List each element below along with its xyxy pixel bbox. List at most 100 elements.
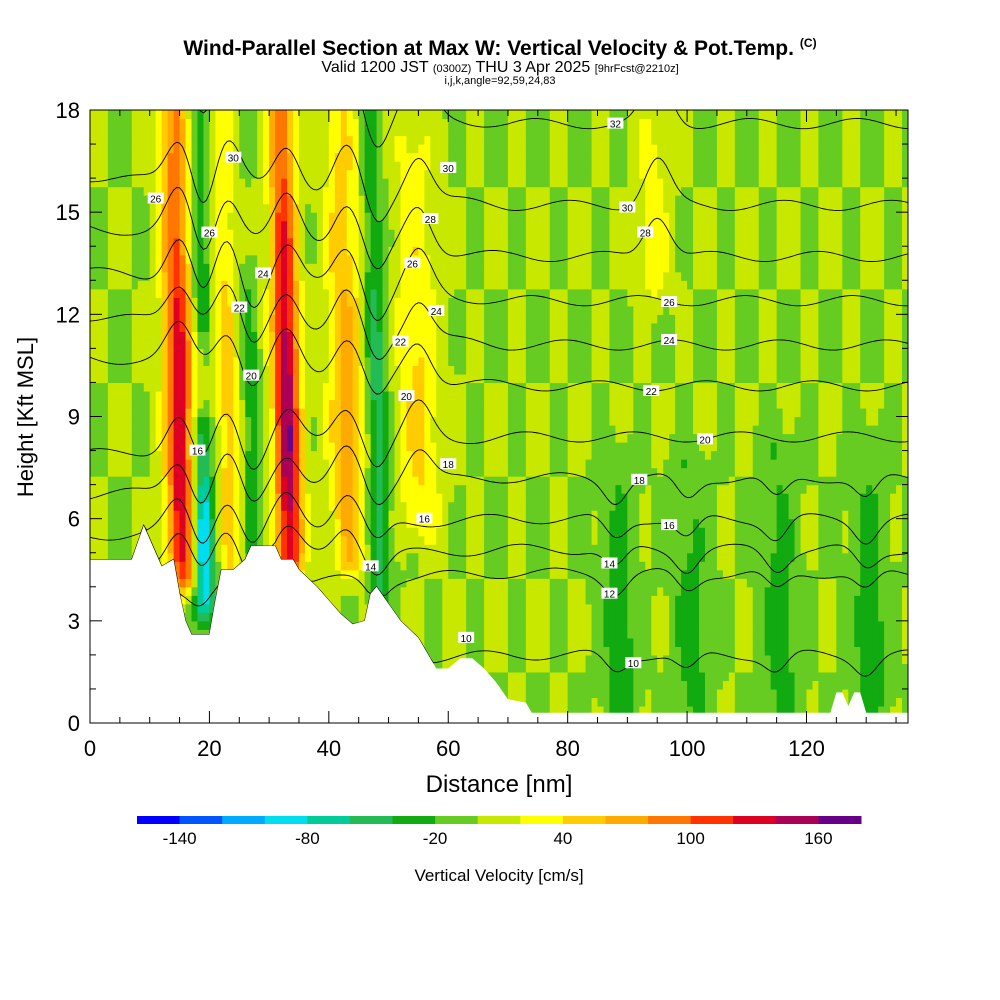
velocity-cell <box>406 416 414 426</box>
velocity-cell <box>352 603 360 613</box>
velocity-cell <box>382 527 390 537</box>
velocity-cell <box>239 544 246 554</box>
velocity-cell <box>113 186 121 196</box>
velocity-cell <box>191 510 199 520</box>
velocity-cell <box>382 442 390 452</box>
velocity-cell <box>287 263 294 273</box>
velocity-cell <box>484 288 491 298</box>
velocity-cell <box>113 459 121 469</box>
velocity-cell <box>245 144 252 154</box>
velocity-cell <box>412 178 419 188</box>
velocity-cell <box>155 297 163 307</box>
velocity-cell <box>197 263 205 273</box>
velocity-cell <box>251 450 258 460</box>
velocity-cell <box>298 382 306 392</box>
velocity-cell <box>358 484 366 494</box>
velocity-cell <box>95 322 103 332</box>
velocity-cell <box>221 135 228 145</box>
velocity-cell <box>179 425 187 435</box>
velocity-cell <box>322 552 330 562</box>
velocity-cell <box>316 229 324 239</box>
velocity-cell <box>436 518 443 528</box>
velocity-cell <box>334 425 342 435</box>
velocity-cell <box>358 322 366 332</box>
velocity-cell <box>101 331 109 341</box>
velocity-cell <box>328 254 336 264</box>
velocity-cell <box>382 263 390 273</box>
velocity-cell <box>322 246 330 256</box>
velocity-cell <box>346 459 354 469</box>
velocity-cell <box>304 356 312 367</box>
velocity-cell <box>454 169 461 179</box>
velocity-cell <box>149 246 157 256</box>
velocity-cell <box>304 297 312 307</box>
velocity-cell <box>287 186 294 196</box>
velocity-cell <box>101 246 109 256</box>
velocity-cell <box>376 484 384 494</box>
velocity-cell <box>406 450 414 460</box>
velocity-cell <box>501 578 509 588</box>
velocity-cell <box>478 212 485 222</box>
velocity-cell <box>209 442 216 452</box>
velocity-cell <box>316 195 324 205</box>
velocity-cell <box>173 305 181 315</box>
velocity-cell <box>191 169 199 179</box>
velocity-cell <box>436 586 443 596</box>
velocity-cell <box>149 442 157 452</box>
velocity-cell <box>298 544 306 554</box>
velocity-cell <box>113 433 121 443</box>
velocity-cell <box>394 493 402 503</box>
velocity-cell <box>143 195 151 205</box>
velocity-cell <box>388 331 396 341</box>
velocity-cell <box>131 322 139 332</box>
velocity-cell <box>478 595 485 605</box>
velocity-cell <box>233 484 240 494</box>
velocity-cell <box>113 144 121 154</box>
velocity-cell <box>197 110 205 120</box>
velocity-cell <box>466 416 473 426</box>
velocity-cell <box>275 280 282 290</box>
velocity-cell <box>448 203 455 213</box>
velocity-cell <box>137 186 145 196</box>
velocity-cell <box>424 561 431 571</box>
velocity-cell <box>257 450 264 460</box>
velocity-cell <box>281 450 288 460</box>
velocity-cell <box>269 229 276 239</box>
velocity-cell <box>352 552 360 562</box>
velocity-cell <box>484 629 491 639</box>
velocity-cell <box>400 348 408 358</box>
velocity-cell <box>197 476 205 486</box>
velocity-cell <box>239 476 246 486</box>
velocity-cell <box>334 552 342 562</box>
velocity-cell <box>155 127 163 137</box>
velocity-cell <box>281 288 288 298</box>
velocity-cell <box>382 493 390 503</box>
velocity-cell <box>412 535 419 545</box>
velocity-cell <box>161 144 169 154</box>
velocity-cell <box>484 373 491 384</box>
velocity-cell <box>209 263 216 273</box>
velocity-cell <box>125 161 133 171</box>
velocity-cell <box>454 127 461 137</box>
velocity-cell <box>382 322 390 332</box>
velocity-cell <box>412 237 419 247</box>
velocity-cell <box>394 425 402 435</box>
velocity-cell <box>406 356 414 367</box>
velocity-cell <box>101 135 109 145</box>
velocity-cell <box>310 433 318 443</box>
velocity-cell <box>460 476 467 486</box>
velocity-cell <box>328 476 336 486</box>
velocity-cell <box>454 152 461 162</box>
velocity-cell <box>490 612 497 622</box>
velocity-cell <box>233 425 240 435</box>
velocity-cell <box>215 263 222 273</box>
velocity-cell <box>143 501 151 511</box>
velocity-cell <box>496 620 503 630</box>
velocity-cell <box>197 603 205 613</box>
velocity-cell <box>257 212 264 222</box>
velocity-cell <box>394 297 402 307</box>
velocity-cell <box>442 356 449 367</box>
velocity-cell <box>466 535 473 545</box>
velocity-cell <box>197 161 205 171</box>
velocity-cell <box>484 220 491 230</box>
